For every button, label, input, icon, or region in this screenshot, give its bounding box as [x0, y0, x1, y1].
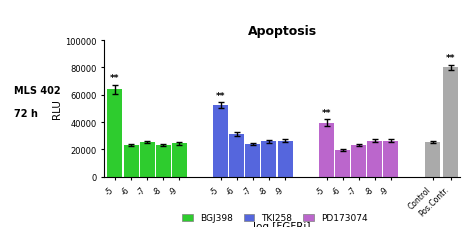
Text: 72 h: 72 h: [14, 109, 38, 118]
Bar: [278, 141, 292, 177]
Text: **: **: [216, 91, 226, 100]
Y-axis label: RLU: RLU: [52, 99, 63, 119]
Bar: [139, 142, 155, 177]
Bar: [213, 106, 228, 177]
Bar: [108, 90, 122, 177]
Bar: [367, 141, 383, 177]
Bar: [443, 68, 458, 177]
Title: Apoptosis: Apoptosis: [247, 25, 317, 38]
Bar: [155, 146, 171, 177]
Text: MLS 402: MLS 402: [14, 86, 61, 96]
Bar: [172, 144, 187, 177]
Bar: [124, 145, 138, 177]
X-axis label: log [FGFRi]: log [FGFRi]: [253, 221, 311, 227]
Bar: [319, 123, 334, 177]
Text: **: **: [322, 109, 331, 117]
Text: **: **: [110, 74, 120, 83]
Bar: [425, 142, 440, 177]
Bar: [351, 145, 366, 177]
Bar: [246, 144, 260, 177]
Bar: [383, 141, 398, 177]
Bar: [335, 151, 350, 177]
Bar: [262, 142, 276, 177]
Legend: BGJ398, TKI258, PD173074: BGJ398, TKI258, PD173074: [182, 214, 368, 222]
Text: **: **: [446, 54, 456, 63]
Bar: [229, 134, 245, 177]
